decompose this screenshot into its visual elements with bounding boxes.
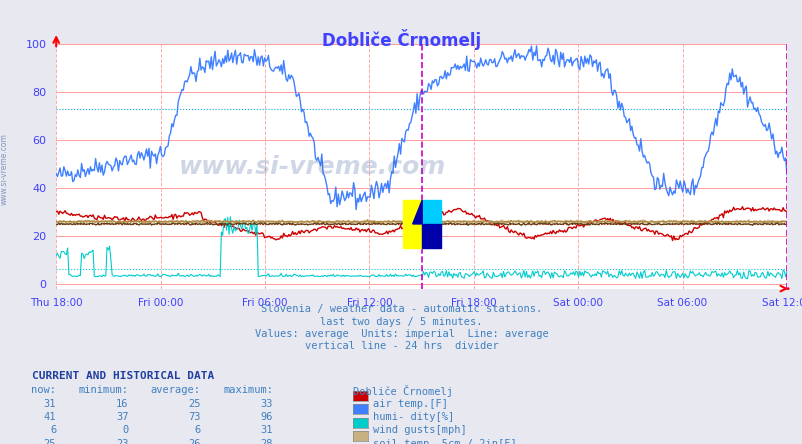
Text: vertical line - 24 hrs  divider: vertical line - 24 hrs divider	[304, 341, 498, 352]
Text: www.si-vreme.com: www.si-vreme.com	[178, 155, 445, 178]
Text: soil temp. 5cm / 2in[F]: soil temp. 5cm / 2in[F]	[373, 439, 516, 444]
Text: Dobliče Črnomelj: Dobliče Črnomelj	[322, 29, 480, 50]
Text: Slovenia / weather data - automatic stations.: Slovenia / weather data - automatic stat…	[261, 304, 541, 314]
Text: 25: 25	[188, 399, 200, 409]
Text: www.si-vreme.com: www.si-vreme.com	[0, 133, 9, 205]
Bar	[422, 224, 441, 248]
Text: minimum:: minimum:	[79, 385, 128, 396]
Text: CURRENT AND HISTORICAL DATA: CURRENT AND HISTORICAL DATA	[32, 371, 214, 381]
Text: 37: 37	[115, 412, 128, 422]
Text: wind gusts[mph]: wind gusts[mph]	[373, 425, 467, 436]
Text: 0: 0	[122, 425, 128, 436]
Text: 16: 16	[115, 399, 128, 409]
Text: 28: 28	[260, 439, 273, 444]
Text: 33: 33	[260, 399, 273, 409]
Text: 23: 23	[115, 439, 128, 444]
Text: average:: average:	[151, 385, 200, 396]
Text: 25: 25	[43, 439, 56, 444]
Text: air temp.[F]: air temp.[F]	[373, 399, 448, 409]
Text: now:: now:	[31, 385, 56, 396]
Text: 31: 31	[43, 399, 56, 409]
Bar	[403, 200, 422, 248]
Text: Dobliče Črnomelj: Dobliče Črnomelj	[353, 385, 453, 397]
Text: Values: average  Units: imperial  Line: average: Values: average Units: imperial Line: av…	[254, 329, 548, 339]
Text: maximum:: maximum:	[223, 385, 273, 396]
Bar	[422, 200, 441, 224]
Text: 26: 26	[188, 439, 200, 444]
Text: 73: 73	[188, 412, 200, 422]
Text: last two days / 5 minutes.: last two days / 5 minutes.	[320, 317, 482, 327]
Text: 41: 41	[43, 412, 56, 422]
Text: 96: 96	[260, 412, 273, 422]
Text: humi- dity[%]: humi- dity[%]	[373, 412, 454, 422]
Text: 6: 6	[194, 425, 200, 436]
Text: 6: 6	[50, 425, 56, 436]
Text: 31: 31	[260, 425, 273, 436]
Polygon shape	[412, 200, 422, 224]
